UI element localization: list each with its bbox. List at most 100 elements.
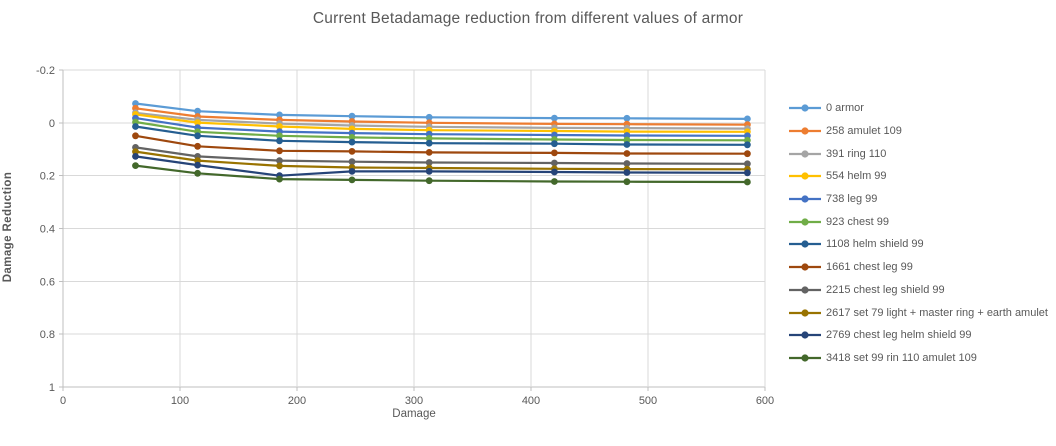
data-point-marker[interactable]	[194, 107, 202, 115]
legend-item-8[interactable]: 2215 chest leg shield 99	[789, 279, 1051, 302]
legend-item-6[interactable]: 1108 helm shield 99	[789, 233, 1051, 256]
legend-label: 2215 chest leg shield 99	[826, 283, 945, 296]
data-point-marker[interactable]	[132, 132, 139, 140]
legend-label: 258 amulet 109	[826, 125, 902, 138]
series-line[interactable]	[135, 164, 748, 184]
data-point-marker[interactable]	[551, 178, 558, 185]
legend-item-2[interactable]: 391 ring 110	[789, 142, 1051, 165]
legend-label: 1108 helm shield 99	[826, 238, 924, 251]
legend-marker-icon	[789, 240, 821, 249]
data-point-marker[interactable]	[348, 138, 356, 146]
legend-marker-icon	[789, 331, 821, 339]
data-point-marker[interactable]	[425, 139, 433, 147]
legend-marker-icon	[789, 354, 821, 362]
data-point-marker[interactable]	[425, 168, 433, 175]
data-point-marker[interactable]	[276, 123, 283, 130]
legend-item-7[interactable]: 1661 chest leg 99	[789, 256, 1051, 279]
data-point-marker[interactable]	[348, 148, 356, 155]
legend: 0 armor 258 amulet 109 391 ring 110 554 hel…	[789, 97, 1051, 369]
data-point-marker[interactable]	[194, 132, 202, 140]
data-point-marker[interactable]	[132, 100, 139, 107]
data-point-marker[interactable]	[348, 134, 356, 141]
series-line[interactable]	[135, 117, 748, 137]
legend-label: 738 leg 99	[826, 193, 878, 206]
data-point-marker[interactable]	[425, 135, 433, 142]
data-point-marker[interactable]	[425, 149, 433, 156]
legend-item-4[interactable]: 738 leg 99	[789, 188, 1051, 211]
legend-label: 1661 chest leg 99	[826, 261, 913, 274]
series-line[interactable]	[135, 155, 748, 177]
data-point-marker[interactable]	[744, 141, 751, 149]
data-point-marker[interactable]	[623, 150, 631, 157]
series-line[interactable]	[135, 120, 748, 142]
legend-item-0[interactable]: 0 armor	[789, 97, 1051, 120]
x-axis-title: Damage	[392, 408, 436, 420]
data-point-marker[interactable]	[194, 161, 202, 169]
legend-item-9[interactable]: 2617 set 79 light + master ring + earth …	[789, 301, 1051, 324]
series-line[interactable]	[135, 125, 748, 146]
data-point-marker[interactable]	[744, 160, 751, 168]
data-point-marker[interactable]	[551, 159, 558, 167]
series-line[interactable]	[135, 107, 748, 126]
data-point-marker[interactable]	[132, 162, 139, 170]
data-point-marker[interactable]	[425, 113, 433, 121]
data-point-marker[interactable]	[425, 159, 433, 166]
data-point-marker[interactable]	[744, 169, 751, 177]
data-point-marker[interactable]	[132, 123, 139, 130]
data-point-marker[interactable]	[276, 162, 283, 170]
data-point-marker[interactable]	[551, 168, 558, 176]
data-point-marker[interactable]	[623, 114, 631, 122]
data-point-marker[interactable]	[276, 175, 283, 183]
data-point-marker[interactable]	[276, 157, 283, 165]
legend-item-10[interactable]: 2769 chest leg helm shield 99	[789, 324, 1051, 347]
y-tick-label: 0.2	[40, 171, 55, 183]
data-point-marker[interactable]	[348, 112, 356, 120]
data-point-marker[interactable]	[551, 149, 558, 157]
data-point-marker[interactable]	[276, 137, 283, 145]
series-line[interactable]	[135, 134, 748, 155]
x-tick-label: 500	[639, 395, 657, 407]
legend-label: 3418 set 99 rin 110 amulet 109	[826, 351, 977, 364]
x-tick-label: 100	[171, 395, 189, 407]
data-point-marker[interactable]	[132, 148, 139, 156]
data-point-marker[interactable]	[425, 177, 433, 185]
legend-label: 554 helm 99	[826, 170, 887, 183]
data-point-marker[interactable]	[551, 114, 558, 122]
data-point-marker[interactable]	[623, 178, 631, 186]
series-line[interactable]	[135, 102, 748, 120]
data-point-marker[interactable]	[276, 111, 283, 119]
legend-label: 923 chest 99	[826, 215, 889, 228]
data-point-marker[interactable]	[744, 115, 751, 123]
legend-marker-icon	[789, 172, 821, 181]
data-point-marker[interactable]	[551, 140, 558, 148]
legend-label: 2617 set 79 light + master ring + earth …	[826, 306, 1048, 319]
legend-marker-icon	[789, 286, 821, 294]
legend-item-3[interactable]: 554 helm 99	[789, 165, 1051, 188]
legend-item-11[interactable]: 3418 set 99 rin 110 amulet 109	[789, 347, 1051, 370]
data-point-marker[interactable]	[132, 153, 139, 160]
y-tick-label: 1	[49, 382, 55, 394]
data-point-marker[interactable]	[744, 178, 751, 186]
data-point-marker[interactable]	[623, 169, 631, 176]
data-point-marker[interactable]	[348, 176, 356, 184]
data-point-marker[interactable]	[194, 169, 202, 177]
data-point-marker[interactable]	[348, 158, 356, 166]
x-tick-label: 0	[60, 395, 66, 407]
legend-item-5[interactable]: 923 chest 99	[789, 210, 1051, 233]
data-point-marker[interactable]	[194, 142, 202, 150]
series-line[interactable]	[135, 111, 748, 130]
data-point-marker[interactable]	[623, 160, 631, 167]
legend-item-1[interactable]: 258 amulet 109	[789, 120, 1051, 143]
series-line[interactable]	[135, 146, 748, 165]
data-point-marker[interactable]	[744, 150, 751, 158]
series-line[interactable]	[135, 113, 748, 133]
data-point-marker[interactable]	[623, 141, 631, 148]
data-point-marker[interactable]	[276, 147, 283, 155]
legend-label: 0 armor	[826, 102, 864, 115]
y-tick-label: -0.2	[36, 65, 55, 77]
data-point-marker[interactable]	[194, 119, 202, 126]
series-line[interactable]	[135, 150, 748, 171]
data-point-marker[interactable]	[276, 132, 283, 140]
data-point-marker[interactable]	[348, 168, 356, 175]
legend-marker-icon	[789, 127, 821, 135]
